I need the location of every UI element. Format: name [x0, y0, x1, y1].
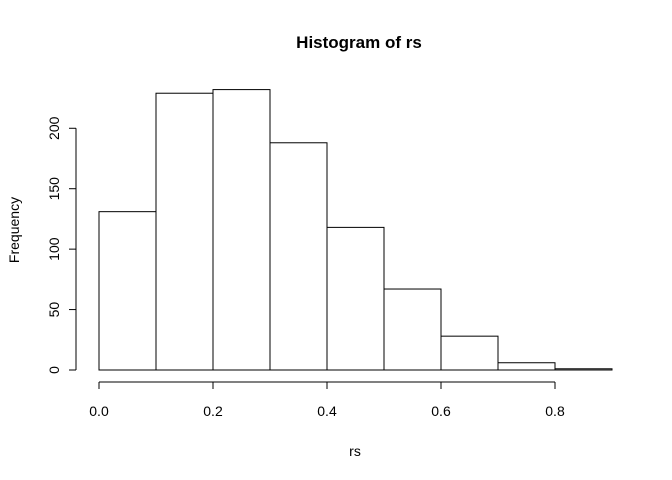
histogram-bar-4	[269, 142, 328, 371]
histogram-bar-2	[155, 92, 214, 371]
y-tick-label-2: 50	[46, 302, 62, 318]
x-axis: 0.0 0.2 0.4 0.6 0.8	[89, 381, 565, 419]
y-tick-label-5: 200	[46, 116, 62, 140]
chart-title: Histogram of rs	[296, 33, 422, 52]
y-axis-title: Frequency	[6, 197, 22, 263]
histogram-bar-8	[497, 362, 556, 371]
x-tick-label-1: 0.0	[89, 403, 109, 419]
histogram-bar-6	[383, 288, 442, 371]
x-tick-label-3: 0.4	[317, 403, 337, 419]
y-tick-label-1: 0	[46, 366, 62, 374]
bars-group	[98, 89, 613, 371]
x-tick-label-5: 0.8	[545, 403, 565, 419]
y-axis: 0 50 100 150 200	[46, 116, 77, 374]
x-tick-label-2: 0.2	[203, 403, 223, 419]
histogram-bar-9	[554, 368, 613, 371]
histogram-bar-1	[98, 211, 157, 371]
y-tick-label-4: 150	[46, 177, 62, 201]
x-tick-label-4: 0.6	[431, 403, 451, 419]
histogram-bar-7	[440, 335, 499, 371]
histogram-bar-5	[326, 226, 385, 371]
x-axis-title: rs	[349, 443, 361, 459]
y-tick-label-3: 100	[46, 237, 62, 261]
histogram-bar-3	[212, 89, 271, 371]
